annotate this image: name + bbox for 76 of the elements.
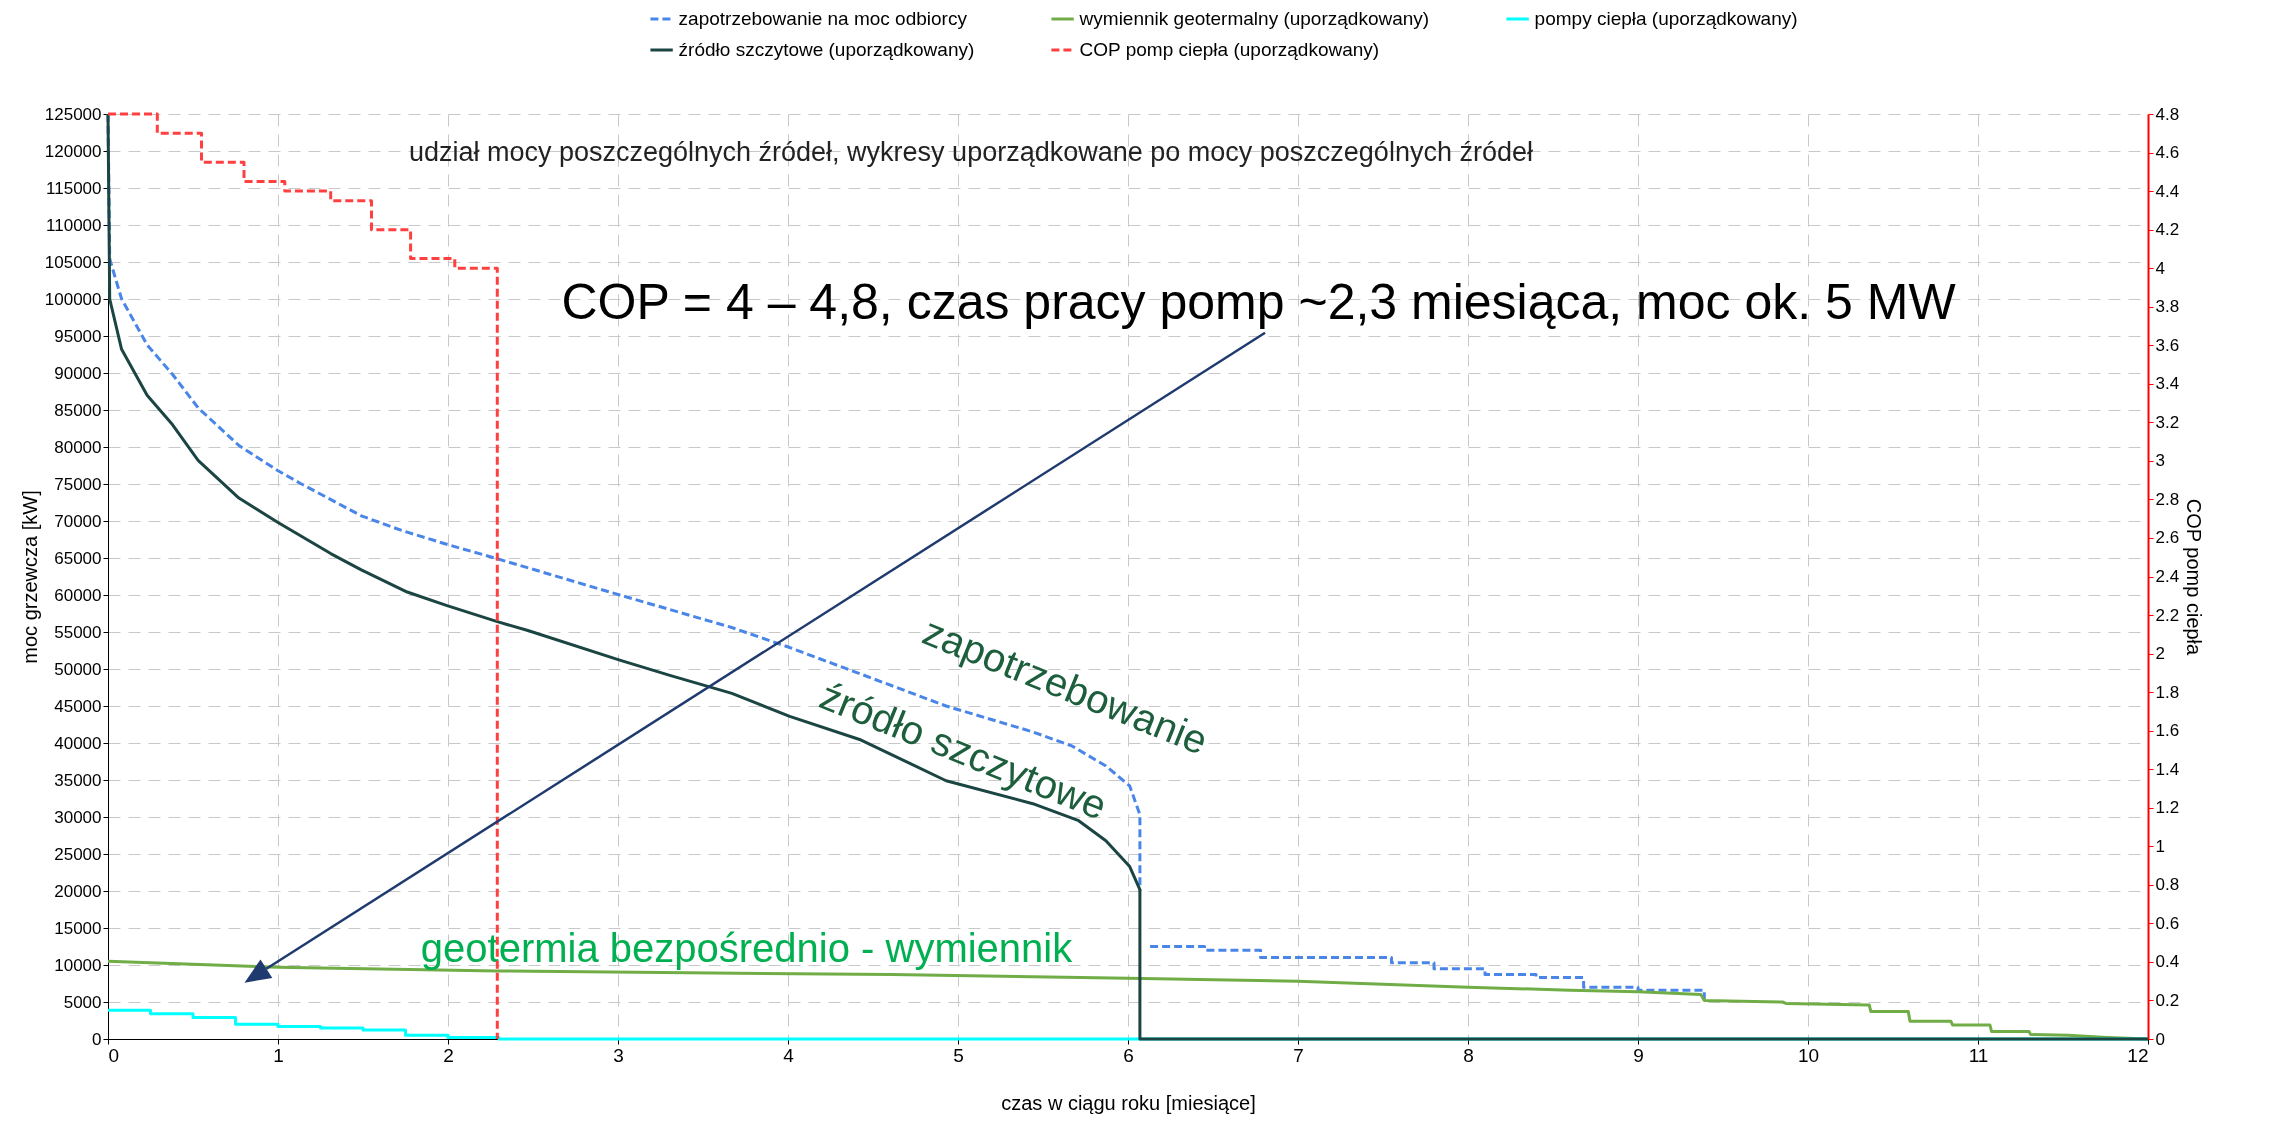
y-tick-label: 50000 (54, 659, 102, 679)
y-tick-label: 25000 (54, 844, 102, 864)
x-tick-label: 9 (1633, 1044, 1644, 1066)
y2-tick-label: 3.2 (2155, 412, 2180, 432)
y2-axis-title: COP pomp ciepła (2183, 498, 2206, 657)
y2-tick-label: 0.2 (2155, 990, 2180, 1010)
y2-tick-label: 4.8 (2155, 104, 2180, 124)
x-tick-label: 0 (108, 1044, 120, 1066)
y2-tick-label: 0.4 (2155, 952, 2180, 972)
annotation: geotermia bezpośrednio - wymiennik (420, 926, 1074, 971)
y2-tick-label: 4 (2155, 258, 2165, 278)
y2-tick-label: 2.4 (2155, 567, 2180, 586)
y2-tick-label: 2.6 (2155, 528, 2180, 548)
legend-label: COP pomp ciepła (uporządkowany) (1079, 39, 1380, 60)
y-tick-label: 95000 (54, 326, 102, 346)
y-tick-label: 85000 (54, 400, 102, 420)
x-tick-label: 2 (443, 1044, 454, 1066)
y2-tick-label: 3.8 (2155, 297, 2180, 317)
y-tick-label: 65000 (54, 548, 102, 568)
legend-label: źródło szczytowe (uporządkowany) (678, 39, 975, 60)
y-tick-label: 75000 (54, 474, 102, 494)
y2-tick-label: 2.8 (2155, 489, 2180, 509)
y-tick-label: 35000 (54, 770, 102, 790)
x-tick-label: 7 (1293, 1044, 1304, 1066)
y2-tick-label: 1.2 (2155, 798, 2180, 818)
y2-tick-label: 1.4 (2155, 759, 2180, 779)
y-tick-label: 20000 (54, 881, 102, 901)
y-tick-label: 40000 (54, 733, 102, 753)
x-tick-label: 5 (953, 1044, 964, 1066)
y-tick-label: 70000 (54, 511, 102, 531)
x-tick-label: 11 (1968, 1044, 1989, 1066)
y-tick-label: 120000 (44, 141, 102, 161)
y2-tick-label: 0.8 (2155, 875, 2180, 895)
y2-tick-label: 0.6 (2155, 913, 2180, 933)
y-tick-label: 60000 (54, 585, 102, 605)
y-tick-label: 45000 (54, 696, 102, 716)
y-tick-label: 5000 (63, 992, 102, 1012)
legend-label: pompy ciepła (uporządkowany) (1534, 8, 1798, 29)
x-tick-label: 1 (273, 1044, 284, 1066)
y-axis-title: moc grzewcza [kW] (18, 490, 41, 664)
y2-tick-label: 4.2 (2155, 220, 2180, 240)
x-tick-label: 8 (1463, 1044, 1474, 1066)
y2-tick-label: 3.4 (2155, 374, 2180, 394)
legend-label: zapotrzebowanie na moc odbiorcy (678, 8, 968, 29)
legend-label: wymiennik geotermalny (uporządkowany) (1078, 8, 1430, 29)
y-tick-label: 105000 (44, 252, 102, 272)
y2-tick-label: 2 (2155, 644, 2165, 664)
y2-tick-label: 3.6 (2155, 335, 2180, 355)
y2-tick-label: 3 (2155, 451, 2165, 471)
y-tick-label: 90000 (54, 363, 102, 383)
x-tick-label: 3 (613, 1044, 624, 1066)
y-tick-label: 55000 (54, 622, 102, 642)
x-axis-title: czas w ciągu roku [miesiące] (1001, 1091, 1256, 1114)
x-tick-label: 6 (1123, 1044, 1134, 1066)
y-tick-label: 10000 (54, 955, 102, 975)
y-tick-label: 0 (92, 1029, 102, 1049)
x-tick-label: 12 (2127, 1044, 2149, 1066)
y-tick-label: 30000 (54, 807, 102, 827)
y2-tick-label: 2.2 (2155, 605, 2180, 625)
y2-tick-label: 1.6 (2155, 721, 2180, 741)
y2-tick-label: 4.6 (2155, 143, 2180, 163)
y-tick-label: 125000 (44, 104, 102, 124)
y2-tick-label: 0 (2155, 1029, 2165, 1049)
y2-tick-label: 1 (2155, 836, 2165, 856)
y2-tick-label: 4.4 (2155, 181, 2180, 201)
x-tick-label: 4 (783, 1044, 795, 1066)
y-tick-label: 15000 (54, 918, 102, 938)
annotation: COP = 4 – 4,8, czas pracy pomp ~2,3 miesiąca, moc ok. 5 MW (561, 273, 1957, 330)
y-tick-label: 80000 (54, 437, 102, 457)
x-tick-label: 10 (1797, 1044, 1820, 1066)
y-tick-label: 115000 (46, 178, 102, 198)
y2-tick-label: 1.8 (2155, 682, 2180, 702)
y-tick-label: 100000 (44, 289, 102, 309)
line-series (106, 112, 2150, 1041)
text: udział mocy poszczególnych źródeł, wykresy uporządkowane po mocy poszczególnych źródeł (408, 137, 1533, 167)
y-tick-label: 110000 (46, 215, 102, 235)
